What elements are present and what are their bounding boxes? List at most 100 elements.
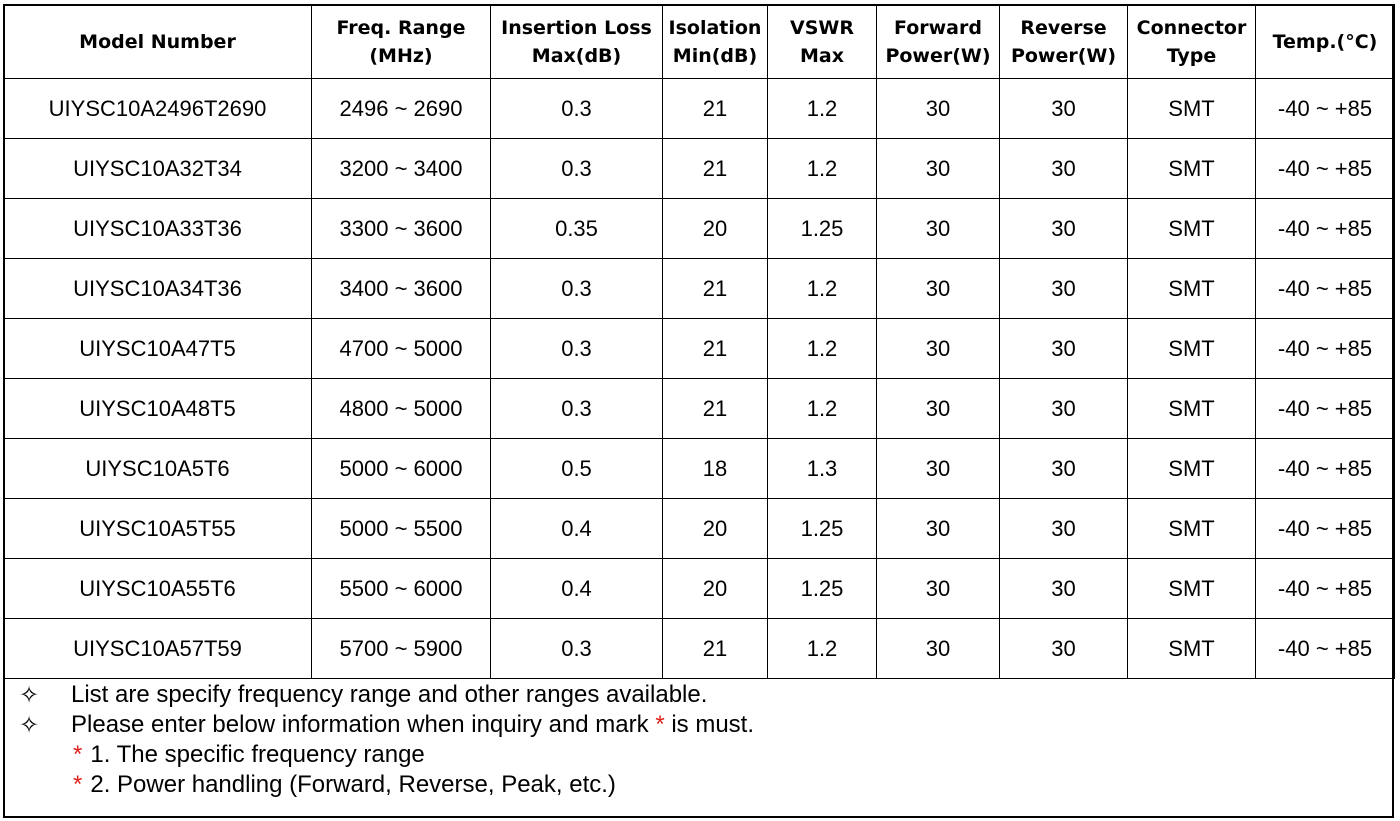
isolation-cell: 21 (662, 378, 768, 439)
header-vswr: VSWR Max (767, 4, 877, 79)
insertion-loss-cell: 0.3 (490, 318, 663, 379)
connector-type-cell: SMT (1127, 378, 1256, 439)
forward-power-cell: 30 (876, 198, 1000, 259)
isolation-cell: 18 (662, 438, 768, 499)
isolation-cell: 21 (662, 258, 768, 319)
freq-range-cell: 3200 ~ 3400 (311, 138, 491, 199)
freq-range-cell: 3300 ~ 3600 (311, 198, 491, 259)
freq-range-cell: 4700 ~ 5000 (311, 318, 491, 379)
reverse-power-cell: 30 (999, 498, 1128, 559)
forward-power-cell: 30 (876, 138, 1000, 199)
table-header-row: Model Number Freq. Range (MHz) Insertion … (3, 4, 1395, 79)
insertion-loss-cell: 0.35 (490, 198, 663, 259)
table-body: UIYSC10A2496T2690 2496 ~ 2690 0.3 21 1.2 30 30… (3, 78, 1395, 679)
reverse-power-cell: 30 (999, 78, 1128, 139)
isolation-cell: 20 (662, 558, 768, 619)
note-line-1: ✧ List are specify frequency range and o… (5, 680, 1385, 710)
temperature-cell: -40 ~ +85 (1255, 618, 1395, 679)
model-number-cell: UIYSC10A55T6 (3, 558, 312, 619)
vswr-cell: 1.3 (767, 438, 877, 499)
vswr-cell: 1.2 (767, 78, 877, 139)
freq-range-cell: 4800 ~ 5000 (311, 378, 491, 439)
vswr-cell: 1.2 (767, 318, 877, 379)
required-asterisk: * (655, 711, 665, 738)
model-number-cell: UIYSC10A48T5 (3, 378, 312, 439)
freq-range-cell: 3400 ~ 3600 (311, 258, 491, 319)
freq-range-cell: 5000 ~ 6000 (311, 438, 491, 499)
connector-type-cell: SMT (1127, 78, 1256, 139)
reverse-power-cell: 30 (999, 378, 1128, 439)
connector-type-cell: SMT (1127, 258, 1256, 319)
table-row: UIYSC10A34T36 3400 ~ 3600 0.3 21 1.2 30 30 SMT -… (3, 258, 1395, 319)
header-connector-type: Connector Type (1127, 4, 1256, 79)
temperature-cell: -40 ~ +85 (1255, 138, 1395, 199)
spec-table: Model Number Freq. Range (MHz) Insertion … (3, 4, 1395, 679)
connector-type-cell: SMT (1127, 618, 1256, 679)
table-row: UIYSC10A5T55 5000 ~ 5500 0.4 20 1.25 30 30 SMT -… (3, 498, 1395, 559)
temperature-cell: -40 ~ +85 (1255, 198, 1395, 259)
reverse-power-cell: 30 (999, 438, 1128, 499)
note-sub-item: * 2. Power handling (Forward, Reverse, P… (5, 770, 1385, 800)
table-row: UIYSC10A48T5 4800 ~ 5000 0.3 21 1.2 30 30 SMT -4… (3, 378, 1395, 439)
forward-power-cell: 30 (876, 438, 1000, 499)
forward-power-cell: 30 (876, 558, 1000, 619)
forward-power-cell: 30 (876, 378, 1000, 439)
temperature-cell: -40 ~ +85 (1255, 258, 1395, 319)
required-asterisk: * (73, 741, 83, 768)
note-sub-item-text: 2. Power handling (Forward, Reverse, Pea… (90, 771, 616, 798)
reverse-power-cell: 30 (999, 558, 1128, 619)
temperature-cell: -40 ~ +85 (1255, 438, 1395, 499)
vswr-cell: 1.25 (767, 498, 877, 559)
connector-type-cell: SMT (1127, 438, 1256, 499)
reverse-power-cell: 30 (999, 258, 1128, 319)
vswr-cell: 1.25 (767, 558, 877, 619)
connector-type-cell: SMT (1127, 318, 1256, 379)
forward-power-cell: 30 (876, 498, 1000, 559)
freq-range-cell: 2496 ~ 2690 (311, 78, 491, 139)
table-row: UIYSC10A57T59 5700 ~ 5900 0.3 21 1.2 30 30 SMT -… (3, 618, 1395, 679)
vswr-cell: 1.2 (767, 378, 877, 439)
header-freq-range: Freq. Range (MHz) (311, 4, 491, 79)
note-text-1: List are specify frequency range and oth… (71, 681, 708, 708)
insertion-loss-cell: 0.4 (490, 558, 663, 619)
insertion-loss-cell: 0.4 (490, 498, 663, 559)
table-row: UIYSC10A47T5 4700 ~ 5000 0.3 21 1.2 30 30 SMT -4… (3, 318, 1395, 379)
table-row: UIYSC10A2496T2690 2496 ~ 2690 0.3 21 1.2 30 30… (3, 78, 1395, 139)
note-sub-item-text: 1. The specific frequency range (90, 741, 425, 768)
table-row: UIYSC10A32T34 3200 ~ 3400 0.3 21 1.2 30 30 SMT -… (3, 138, 1395, 199)
model-number-cell: UIYSC10A34T36 (3, 258, 312, 319)
insertion-loss-cell: 0.5 (490, 438, 663, 499)
vswr-cell: 1.2 (767, 138, 877, 199)
table-row: UIYSC10A5T6 5000 ~ 6000 0.5 18 1.3 30 30 SMT -40… (3, 438, 1395, 499)
model-number-cell: UIYSC10A5T55 (3, 498, 312, 559)
insertion-loss-cell: 0.3 (490, 618, 663, 679)
reverse-power-cell: 30 (999, 318, 1128, 379)
isolation-cell: 20 (662, 498, 768, 559)
diamond-star-bullet-icon: ✧ (19, 681, 40, 709)
isolation-cell: 21 (662, 618, 768, 679)
model-number-cell: UIYSC10A47T5 (3, 318, 312, 379)
freq-range-cell: 5700 ~ 5900 (311, 618, 491, 679)
temperature-cell: -40 ~ +85 (1255, 318, 1395, 379)
table-row: UIYSC10A55T6 5500 ~ 6000 0.4 20 1.25 30 30 SMT -… (3, 558, 1395, 619)
note-line-2: ✧ Please enter below information when in… (5, 710, 1385, 740)
connector-type-cell: SMT (1127, 198, 1256, 259)
reverse-power-cell: 30 (999, 138, 1128, 199)
vswr-cell: 1.2 (767, 618, 877, 679)
reverse-power-cell: 30 (999, 618, 1128, 679)
insertion-loss-cell: 0.3 (490, 258, 663, 319)
insertion-loss-cell: 0.3 (490, 78, 663, 139)
connector-type-cell: SMT (1127, 498, 1256, 559)
vswr-cell: 1.25 (767, 198, 877, 259)
forward-power-cell: 30 (876, 78, 1000, 139)
model-number-cell: UIYSC10A32T34 (3, 138, 312, 199)
forward-power-cell: 30 (876, 618, 1000, 679)
reverse-power-cell: 30 (999, 198, 1128, 259)
freq-range-cell: 5000 ~ 5500 (311, 498, 491, 559)
connector-type-cell: SMT (1127, 138, 1256, 199)
header-forward-power: Forward Power(W) (876, 4, 1000, 79)
model-number-cell: UIYSC10A33T36 (3, 198, 312, 259)
isolation-cell: 20 (662, 198, 768, 259)
diamond-star-bullet-icon: ✧ (19, 711, 40, 739)
forward-power-cell: 30 (876, 318, 1000, 379)
